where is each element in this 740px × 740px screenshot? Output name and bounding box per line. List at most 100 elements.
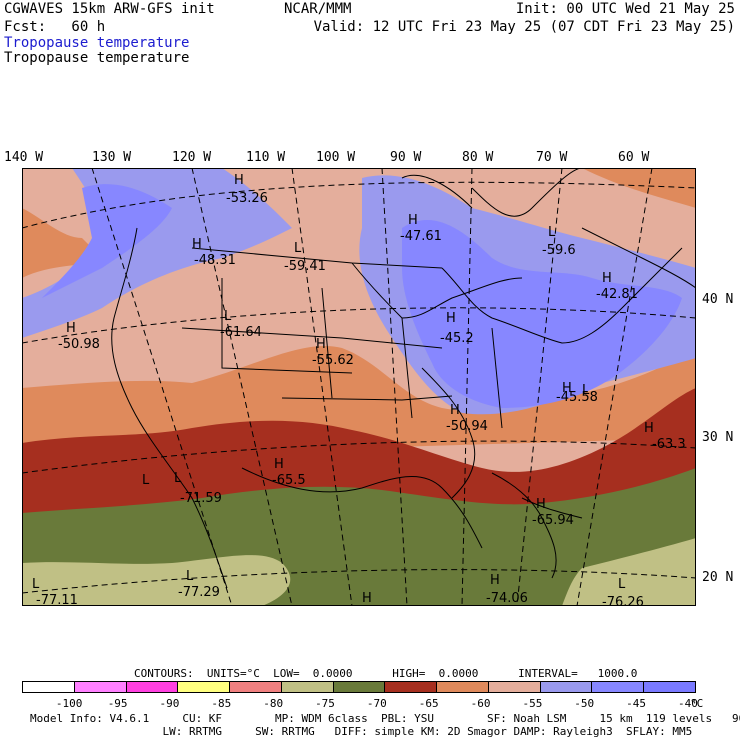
center-value: -50.94: [446, 419, 488, 434]
center-type: H: [66, 321, 76, 336]
center-value: -50.98: [58, 337, 100, 352]
center-value: -48.31: [194, 253, 236, 268]
latitude-label: 30 N: [702, 430, 734, 445]
center-value: -77.29: [178, 585, 220, 600]
center-type: L: [174, 471, 182, 486]
center-type: L: [32, 577, 40, 592]
center-value: -42.81: [596, 287, 638, 302]
colorbar-cell: [539, 682, 592, 692]
center-value: -74.06: [486, 591, 528, 606]
colorbar-cell: [643, 682, 695, 692]
organization: NCAR/MMM: [284, 1, 352, 17]
colorbar-tick: -40: [678, 697, 698, 710]
center-type: H: [274, 457, 284, 472]
longitude-label: 110 W: [246, 150, 286, 165]
map-panel: H -53.26 H -48.31 L -59.41 H -47.61 L -5…: [22, 168, 696, 606]
colorbar-tick: -70: [366, 697, 387, 710]
latitude-label: 20 N: [702, 570, 734, 585]
model-title: CGWAVES 15km ARW-GFS init: [4, 1, 215, 17]
center-value: -71.59: [180, 491, 222, 506]
colorbar-cell: [384, 682, 437, 692]
contours-info: CONTOURS: UNITS=°C LOW= 0.0000 HIGH= 0.0…: [134, 667, 638, 680]
center-type: L: [294, 241, 302, 256]
center-value: -45.58: [556, 390, 598, 405]
colorbar-cell: [487, 682, 540, 692]
longitude-label: 80 W: [462, 150, 494, 165]
band-m65-m60: [22, 388, 696, 530]
colorbar-tick: -80: [263, 697, 284, 710]
latitude-label: 40 N: [702, 292, 734, 307]
colorbar-cell: [332, 682, 385, 692]
center-type: L: [618, 577, 626, 592]
center-value: -45.2: [440, 331, 474, 346]
center-type: H: [644, 421, 654, 436]
model-info-line2: LW: RRTMG SW: RRTMG DIFF: simple KM: 2D …: [30, 725, 693, 738]
center-value: -61.64: [220, 325, 262, 340]
colorbar-tick: -75: [315, 697, 335, 710]
center-type: H: [408, 213, 418, 228]
longitude-label: 140 W: [4, 150, 44, 165]
longitude-label: 130 W: [92, 150, 132, 165]
band-m75-m70: [22, 538, 696, 606]
center-type: H: [316, 337, 326, 352]
center-value: -76.26: [602, 595, 644, 606]
map-border: [22, 168, 696, 606]
center-value: -77.11: [36, 593, 78, 606]
center-type: H: [536, 497, 546, 512]
forecast-hour: Fcst: 60 h: [4, 19, 106, 35]
center-type: H: [602, 271, 612, 286]
colorbar-unit: °C: [690, 697, 704, 710]
model-info-line1: Model Info: V4.6.1 CU: KF MP: WDM 6class…: [30, 712, 740, 725]
longitude-label: 70 W: [536, 150, 568, 165]
longitude-label: 100 W: [316, 150, 356, 165]
center-value: -47.61: [400, 229, 442, 244]
center-type: H: [362, 591, 372, 606]
center-type: H: [490, 573, 500, 588]
colorbar-cell: [125, 682, 178, 692]
center-value: -63.3: [652, 437, 686, 452]
center-type: L: [186, 569, 194, 584]
center-type: H: [450, 403, 460, 418]
colorbar-cell: [73, 682, 126, 692]
colorbar-tick: -50: [574, 697, 595, 710]
center-value: -65.5: [272, 473, 306, 488]
colorbar-tick: -45: [626, 697, 647, 710]
colorbar: [22, 681, 696, 693]
colorbar-tick: -55: [522, 697, 543, 710]
center-type: H: [562, 381, 572, 396]
center-type: H: [234, 173, 244, 188]
center-value: -53.26: [226, 191, 268, 206]
center-labels: H -53.26 H -48.31 L -59.41 H -47.61 L -5…: [32, 173, 686, 606]
longitude-label: 60 W: [618, 150, 650, 165]
colorbar-cell: [591, 682, 644, 692]
center-value: -55.62: [312, 353, 354, 368]
center-type: L: [142, 473, 150, 488]
colorbar-tick: -65: [418, 697, 439, 710]
band-m60-m55: [22, 168, 696, 458]
longitude-label: 120 W: [172, 150, 212, 165]
field-title: Tropopause temperature: [4, 50, 190, 66]
center-type: L: [548, 225, 556, 240]
graticule: [22, 168, 696, 606]
colorbar-cell: [177, 682, 230, 692]
band-m45-m40: [42, 184, 682, 408]
colorbar-tick: -95: [107, 697, 128, 710]
colorbar-cell: [229, 682, 281, 692]
center-type: L: [582, 383, 590, 398]
valid-time: Valid: 12 UTC Fri 23 May 25 (07 CDT Fri …: [313, 19, 735, 35]
center-value: -59.6: [542, 243, 576, 258]
center-type: H: [446, 311, 456, 326]
colorbar-tick: -85: [211, 697, 232, 710]
center-value: -65.94: [532, 513, 574, 528]
center-type: H: [192, 237, 202, 252]
colorbar-cell: [280, 682, 333, 692]
field-title-shaded: Tropopause temperature: [4, 35, 190, 51]
colorbar-tick: -60: [470, 697, 491, 710]
coastlines: [111, 168, 696, 589]
center-value: -59.41: [284, 259, 326, 274]
longitude-label: 90 W: [390, 150, 422, 165]
colorbar-cell: [436, 682, 488, 692]
center-type: L: [224, 309, 232, 324]
colorbar-tick: -90: [159, 697, 180, 710]
colorbar-tick: -100: [55, 697, 83, 710]
